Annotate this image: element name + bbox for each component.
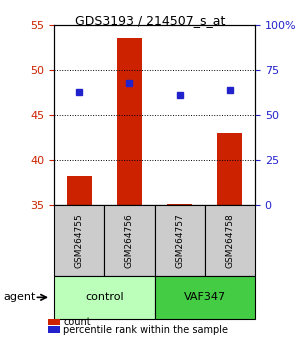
FancyBboxPatch shape: [205, 205, 255, 276]
Bar: [117, 38, 142, 205]
Bar: [167, 204, 192, 205]
Text: GSM264757: GSM264757: [175, 213, 184, 268]
Text: GSM264758: GSM264758: [225, 213, 234, 268]
FancyBboxPatch shape: [54, 205, 104, 276]
FancyBboxPatch shape: [54, 276, 154, 319]
FancyBboxPatch shape: [154, 276, 255, 319]
Text: GDS3193 / 214507_s_at: GDS3193 / 214507_s_at: [75, 14, 225, 27]
Text: VAF347: VAF347: [184, 292, 226, 302]
FancyBboxPatch shape: [104, 205, 154, 276]
Text: GSM264755: GSM264755: [75, 213, 84, 268]
Text: count: count: [63, 317, 91, 327]
Text: control: control: [85, 292, 124, 302]
Text: percentile rank within the sample: percentile rank within the sample: [63, 325, 228, 335]
Text: GSM264756: GSM264756: [125, 213, 134, 268]
Bar: [67, 176, 92, 205]
Bar: [217, 133, 242, 205]
FancyBboxPatch shape: [154, 205, 205, 276]
Text: agent: agent: [3, 292, 35, 302]
